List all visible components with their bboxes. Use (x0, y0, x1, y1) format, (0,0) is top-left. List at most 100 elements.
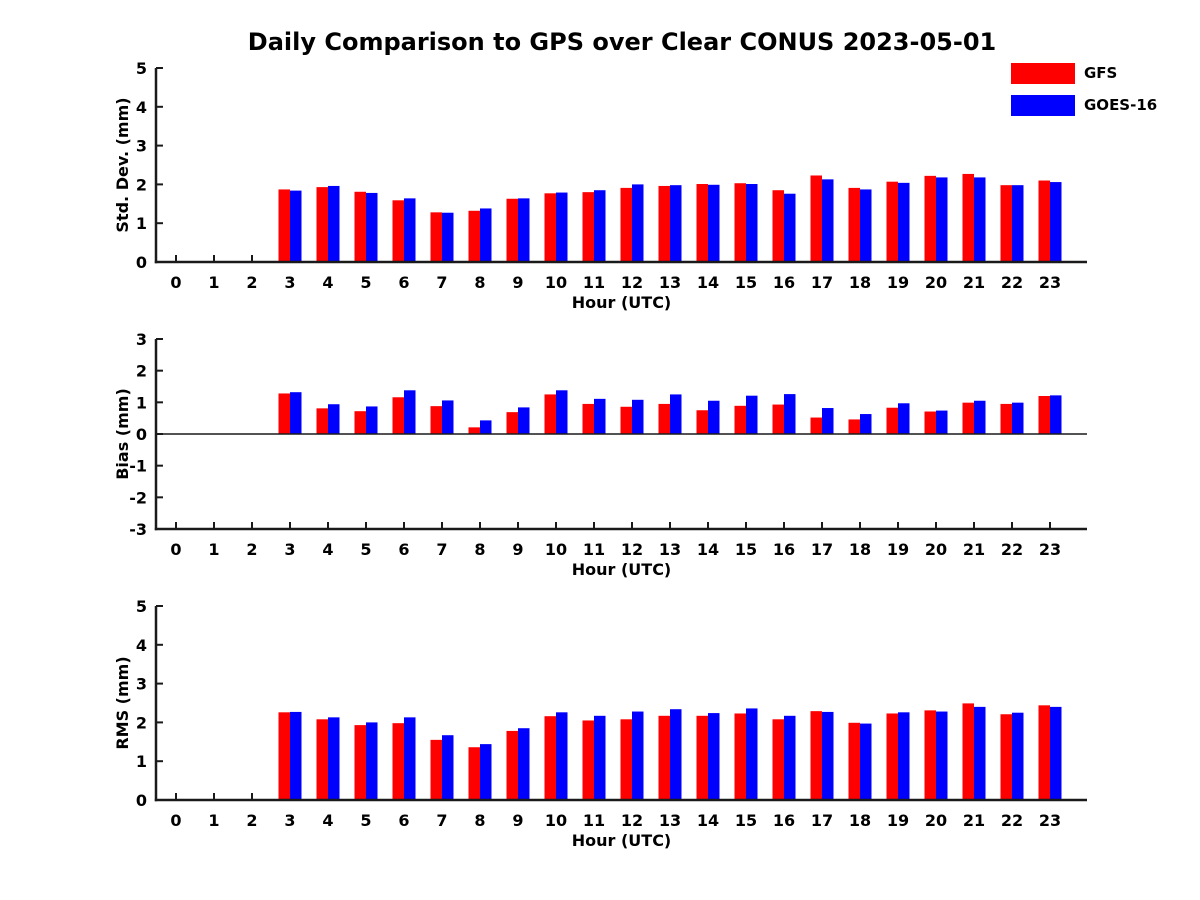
xtick-label-std-dev-11: 11 (583, 273, 605, 292)
ytick-label-rms-2: 2 (136, 713, 147, 732)
bar-goes16-hour-16 (784, 394, 796, 434)
xtick-label-rms-3: 3 (284, 811, 295, 830)
bar-goes16-hour-16 (784, 715, 796, 800)
bar-goes16-hour-4 (328, 404, 340, 434)
legend: GFS GOES-16 (1011, 63, 1157, 127)
bar-goes16-hour-17 (822, 179, 834, 262)
xtick-label-rms-4: 4 (322, 811, 333, 830)
xtick-label-std-dev-18: 18 (849, 273, 871, 292)
bar-goes16-hour-13 (670, 709, 682, 800)
legend-item-gfs: GFS (1011, 63, 1157, 84)
bar-gfs-hour-21 (962, 703, 974, 800)
bar-goes16-hour-14 (708, 713, 720, 800)
bar-gfs-hour-11 (582, 720, 594, 800)
xtick-label-bias-23: 23 (1039, 540, 1061, 559)
xtick-label-std-dev-19: 19 (887, 273, 909, 292)
bar-goes16-hour-15 (746, 395, 758, 434)
bar-gfs-hour-17 (810, 417, 822, 434)
bar-goes16-hour-6 (404, 717, 416, 800)
bar-gfs-hour-19 (886, 713, 898, 800)
xtick-label-rms-1: 1 (208, 811, 219, 830)
xtick-label-bias-1: 1 (208, 540, 219, 559)
bar-goes16-hour-17 (822, 711, 834, 800)
bar-gfs-hour-4 (316, 719, 328, 800)
bar-goes16-hour-7 (442, 400, 454, 434)
xtick-label-bias-18: 18 (849, 540, 871, 559)
bar-gfs-hour-9 (506, 412, 518, 434)
bar-gfs-hour-11 (582, 192, 594, 262)
bar-gfs-hour-8 (468, 210, 480, 262)
bar-goes16-hour-3 (290, 392, 302, 434)
bar-gfs-hour-19 (886, 181, 898, 262)
bar-gfs-hour-21 (962, 402, 974, 434)
xtick-label-rms-14: 14 (697, 811, 719, 830)
xtick-label-bias-5: 5 (360, 540, 371, 559)
legend-swatch-goes16-icon (1011, 95, 1075, 116)
xtick-label-std-dev-10: 10 (545, 273, 567, 292)
ytick-label-bias-2: 2 (136, 362, 147, 381)
xtick-label-rms-23: 23 (1039, 811, 1061, 830)
xtick-label-rms-17: 17 (811, 811, 833, 830)
xtick-label-bias-16: 16 (773, 540, 795, 559)
xtick-label-std-dev-15: 15 (735, 273, 757, 292)
bar-goes16-hour-5 (366, 722, 378, 800)
bar-goes16-hour-9 (518, 407, 530, 434)
bar-gfs-hour-7 (430, 212, 442, 262)
bar-gfs-hour-17 (810, 175, 822, 262)
bar-goes16-hour-18 (860, 723, 872, 800)
bar-goes16-hour-10 (556, 712, 568, 800)
ylabel-bias: Bias (mm) (113, 388, 132, 480)
xtick-label-bias-12: 12 (621, 540, 643, 559)
bar-gfs-hour-20 (924, 411, 936, 434)
bar-gfs-hour-10 (544, 193, 556, 262)
xtick-label-bias-3: 3 (284, 540, 295, 559)
bar-gfs-hour-13 (658, 403, 670, 434)
xtick-label-rms-21: 21 (963, 811, 985, 830)
xtick-label-bias-8: 8 (474, 540, 485, 559)
ytick-label-bias-3: 3 (136, 330, 147, 349)
bar-goes16-hour-13 (670, 394, 682, 434)
bar-goes16-hour-5 (366, 192, 378, 262)
bar-goes16-hour-11 (594, 190, 606, 262)
bar-gfs-hour-23 (1038, 705, 1050, 800)
xtick-label-std-dev-14: 14 (697, 273, 719, 292)
xtick-label-bias-10: 10 (545, 540, 567, 559)
bar-goes16-hour-8 (480, 208, 492, 262)
ytick-label-std-dev-3: 3 (136, 137, 147, 156)
bar-gfs-hour-6 (392, 397, 404, 434)
bar-goes16-hour-7 (442, 735, 454, 800)
bar-gfs-hour-10 (544, 394, 556, 434)
xtick-label-std-dev-22: 22 (1001, 273, 1023, 292)
bar-goes16-hour-19 (898, 712, 910, 800)
bar-gfs-hour-18 (848, 419, 860, 434)
xtick-label-rms-11: 11 (583, 811, 605, 830)
bar-goes16-hour-21 (974, 706, 986, 800)
bar-gfs-hour-12 (620, 406, 632, 434)
bar-gfs-hour-9 (506, 198, 518, 262)
bar-goes16-hour-7 (442, 212, 454, 262)
xtick-label-bias-4: 4 (322, 540, 333, 559)
bar-gfs-hour-12 (620, 719, 632, 800)
xtick-label-rms-0: 0 (170, 811, 181, 830)
bar-gfs-hour-15 (734, 405, 746, 434)
bar-gfs-hour-9 (506, 730, 518, 800)
bar-gfs-hour-12 (620, 187, 632, 262)
bar-goes16-hour-17 (822, 408, 834, 434)
legend-item-goes16: GOES-16 (1011, 95, 1157, 116)
bar-gfs-hour-8 (468, 747, 480, 800)
bar-goes16-hour-10 (556, 390, 568, 434)
bar-gfs-hour-16 (772, 404, 784, 434)
bar-gfs-hour-4 (316, 187, 328, 262)
bar-gfs-hour-4 (316, 408, 328, 434)
bar-goes16-hour-3 (290, 711, 302, 800)
bar-gfs-hour-23 (1038, 180, 1050, 262)
xtick-label-bias-9: 9 (512, 540, 523, 559)
bar-gfs-hour-18 (848, 187, 860, 262)
xtick-label-rms-5: 5 (360, 811, 371, 830)
xtick-label-std-dev-17: 17 (811, 273, 833, 292)
legend-label-gfs: GFS (1084, 64, 1118, 82)
bar-goes16-hour-21 (974, 177, 986, 262)
ytick-label-rms-5: 5 (136, 597, 147, 616)
xtick-label-bias-11: 11 (583, 540, 605, 559)
